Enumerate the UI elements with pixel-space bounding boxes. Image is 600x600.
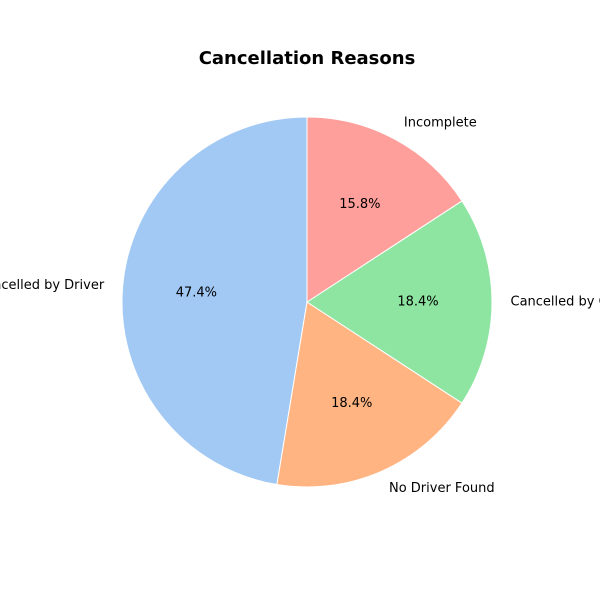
chart-title: Cancellation Reasons: [199, 48, 416, 69]
slice-percent-incomplete: 15.8%: [339, 197, 380, 212]
pie-slice-cancelled-by-customer: [306, 200, 493, 404]
pie-labels: Cancelled by Driver 47.4% No Driver Found 1…: [0, 116, 600, 496]
pie-slices: [121, 116, 493, 488]
slice-label-no-driver-found: No Driver Found: [389, 481, 495, 496]
pie-slice-cancelled-by-driver: [121, 116, 308, 486]
pie-slice-no-driver-found: [276, 301, 463, 488]
slice-percent-no-driver-found: 18.4%: [331, 396, 372, 411]
pie-slice-incomplete: [306, 116, 463, 303]
slice-percent-cancelled-by-driver: 47.4%: [176, 285, 217, 300]
slice-label-cancelled-by-driver: Cancelled by Driver: [0, 278, 105, 293]
slice-label-incomplete: Incomplete: [404, 116, 477, 131]
slice-label-cancelled-by-customer: Cancelled by Customer: [511, 295, 600, 310]
slice-percent-cancelled-by-customer: 18.4%: [397, 295, 438, 310]
